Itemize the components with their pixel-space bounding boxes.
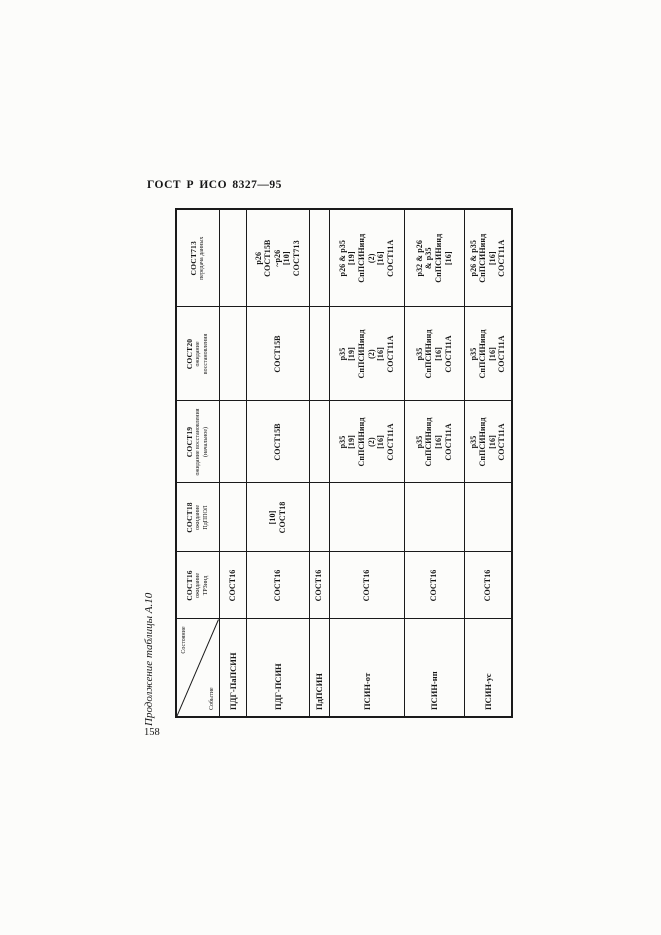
corner-state-label: Состояние <box>181 626 187 654</box>
table-cell: р35 СпПСИНинд [16] СОСТ11А <box>464 307 512 401</box>
table-cell: р35 СпПСИНинд [16] СОСТ11А <box>404 401 464 483</box>
column-label: СОСТ18 <box>184 502 194 533</box>
table-cell: р26 & р35 СпПСИНинд [16] СОСТ11А <box>464 209 512 307</box>
table-cell <box>309 401 329 483</box>
corner-cell: Состояние Событие <box>176 619 219 717</box>
table-cell: СОСТ16 <box>246 552 309 619</box>
column-desc: ожидание ПдППОЛ <box>194 505 209 531</box>
corner-diagonal-line <box>177 620 219 717</box>
table-cell: СОСТ15В <box>246 307 309 401</box>
table-cell: р26 & р35 [19] СпПСИНинд (2) [16] СОСТ11… <box>329 209 404 307</box>
table-cell: р32 & р26 & р35 СпПСИНинд [16] <box>404 209 464 307</box>
column-label: СОСТ20 <box>184 338 194 370</box>
table-cell: СОСТ16 <box>464 552 512 619</box>
table-cell: [10] СОСТ18 <box>246 483 309 552</box>
header-row: Состояние Событие СОСТ16 ожидание ТРЗинд… <box>176 209 219 717</box>
column-desc: ожидание ТРЗинд <box>194 573 209 599</box>
table-row: ПДГ-ПСИН СОСТ16 [10] СОСТ18 СОСТ15В СОСТ… <box>246 209 309 717</box>
table-cell: р35 [19] СпПСИНинд (2) [16] СОСТ11А <box>329 401 404 483</box>
table-cell <box>219 483 246 552</box>
column-label: СОСТ16 <box>184 570 194 601</box>
table-row: ПДГ-ПаПСИН СОСТ16 <box>219 209 246 717</box>
table-cell: СОСТ16 <box>404 552 464 619</box>
table-cell: р26 СОСТ15В ~р26 [10] СОСТ713 <box>246 209 309 307</box>
table-cell <box>329 483 404 552</box>
table-row: ПдПСИН СОСТ16 <box>309 209 329 717</box>
event-label: ПДГ-ПСИН <box>246 619 309 717</box>
table-cell: СОСТ16 <box>329 552 404 619</box>
table-cell: р35 [19] СпПСИНинд (2) [16] СОСТ11А <box>329 307 404 401</box>
page-number: 158 <box>144 727 160 738</box>
table-cell: р35 СпПСИНинд [16] СОСТ11А <box>404 307 464 401</box>
event-label: ПДГ-ПаПСИН <box>219 619 246 717</box>
column-desc: передача данных <box>198 236 205 280</box>
table-cell <box>309 483 329 552</box>
table-cell <box>404 483 464 552</box>
table-cell <box>309 307 329 401</box>
table-caption: Продолжение таблицы А.10 <box>143 592 155 726</box>
column-label: СОСТ713 <box>188 241 198 276</box>
table-cell: р35 СпПСИНинд [16] СОСТ11А <box>464 401 512 483</box>
rotated-state-table: Состояние Событие СОСТ16 ожидание ТРЗинд… <box>175 208 513 718</box>
column-header-sost19: СОСТ19 ожидание восстановления (начально… <box>176 401 219 483</box>
event-label: ПдПСИН <box>309 619 329 717</box>
table-cell: СОСТ15В <box>246 401 309 483</box>
event-label: ПСИН-от <box>329 619 404 717</box>
table-cell: СОСТ16 <box>219 552 246 619</box>
table-row: ПСИН-нп СОСТ16 р35 СпПСИНинд [16] СОСТ11… <box>404 209 464 717</box>
page-title: ГОСТ Р ИСО 8327—95 <box>147 179 282 191</box>
state-table: Состояние Событие СОСТ16 ожидание ТРЗинд… <box>175 208 513 718</box>
table-cell: СОСТ16 <box>309 552 329 619</box>
table-row: ПСИН-ус СОСТ16 р35 СпПСИНинд [16] СОСТ11… <box>464 209 512 717</box>
column-header-sost713: СОСТ713 передача данных <box>176 209 219 307</box>
table-cell <box>219 401 246 483</box>
table-cell <box>219 209 246 307</box>
event-label: ПСИН-ус <box>464 619 512 717</box>
column-desc: ожидание восстановления <box>194 333 209 375</box>
table-cell <box>219 307 246 401</box>
event-label: ПСИН-нп <box>404 619 464 717</box>
column-label: СОСТ19 <box>184 426 194 458</box>
column-header-sost20: СОСТ20 ожидание восстановления <box>176 307 219 401</box>
column-header-sost16: СОСТ16 ожидание ТРЗинд <box>176 552 219 619</box>
table-row: ПСИН-от СОСТ16 р35 [19] СпПСИНинд (2) [1… <box>329 209 404 717</box>
column-desc: ожидание восстановления (начальное) <box>194 408 209 476</box>
table-cell <box>309 209 329 307</box>
corner-event-label: Событие <box>208 687 215 710</box>
column-header-sost18: СОСТ18 ожидание ПдППОЛ <box>176 483 219 552</box>
table-cell <box>464 483 512 552</box>
